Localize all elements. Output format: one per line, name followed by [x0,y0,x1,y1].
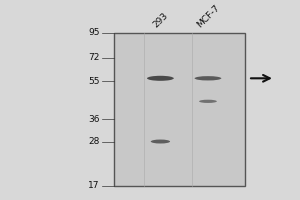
Text: 28: 28 [88,137,100,146]
Ellipse shape [151,140,170,144]
Text: 95: 95 [88,28,100,37]
Ellipse shape [195,76,221,80]
Ellipse shape [147,76,174,81]
Text: MCF-7: MCF-7 [195,3,221,29]
Text: 17: 17 [88,181,100,190]
Text: 72: 72 [88,53,100,62]
Text: 293: 293 [151,11,169,29]
Ellipse shape [199,100,217,103]
Text: 55: 55 [88,77,100,86]
FancyBboxPatch shape [114,33,245,186]
Text: 36: 36 [88,115,100,124]
